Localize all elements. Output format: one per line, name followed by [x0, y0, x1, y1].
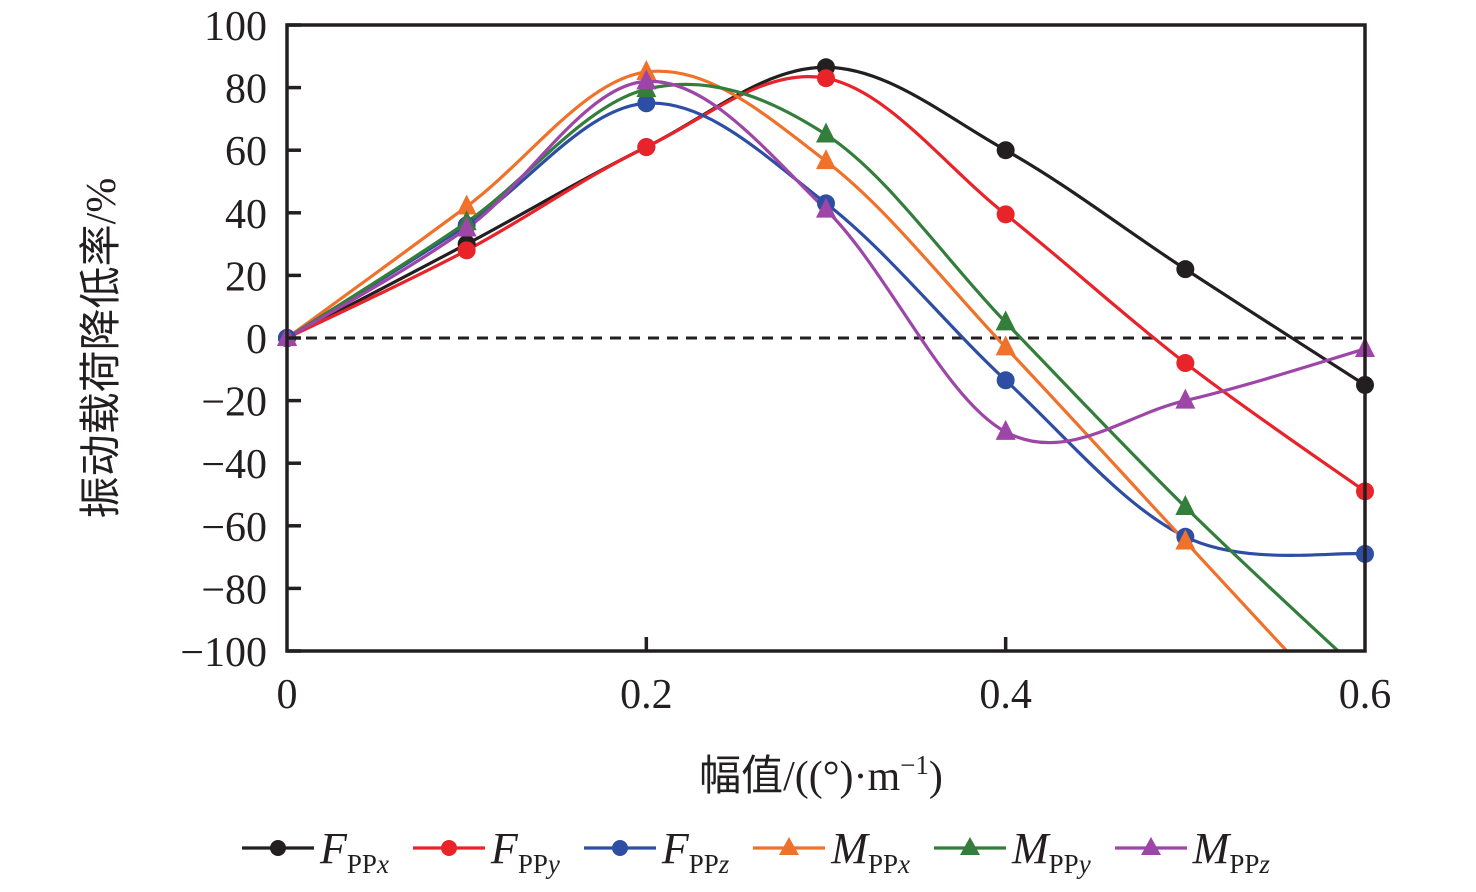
data-point-m-ppz — [816, 197, 836, 218]
x-axis-title: 幅值/((°)·m−1) — [699, 750, 943, 800]
data-point-f-ppz — [996, 371, 1015, 390]
x-axis-title-main: 幅值/((°)·m — [699, 754, 900, 800]
legend-item-f-ppx: FPPx — [240, 823, 389, 879]
data-point-f-ppy — [1176, 354, 1195, 373]
series-line-m-ppy — [287, 82, 1341, 651]
legend-label: FPPx — [320, 823, 389, 879]
y-tick-label: −100 — [180, 630, 267, 676]
y-tick-label: −40 — [201, 442, 267, 488]
y-tick-label: 80 — [225, 67, 267, 113]
data-point-m-ppy — [816, 122, 836, 143]
data-point-m-ppy — [1175, 495, 1196, 516]
legend-label: MPPz — [1192, 823, 1270, 879]
x-tick-label: 0 — [277, 672, 298, 718]
data-point-m-ppx — [456, 194, 477, 215]
legend-swatch-circle-marker-icon — [583, 840, 656, 856]
data-point-f-ppy — [817, 69, 835, 88]
x-tick-label: 0.6 — [1339, 672, 1392, 718]
data-point-m-ppx — [816, 149, 836, 170]
x-axis-title-sup: −1 — [900, 750, 929, 780]
data-point-m-ppz — [1175, 388, 1196, 409]
series-line-m-ppx — [287, 69, 1289, 651]
legend-item-m-ppz: MPPz — [1113, 823, 1270, 879]
legend-swatch-circle-marker-icon — [412, 840, 485, 856]
legend-swatch-triangle-marker-icon — [1114, 837, 1187, 855]
legend-item-f-ppz: FPPz — [582, 823, 730, 879]
legend-item-m-ppx: MPPx — [751, 823, 910, 879]
data-point-f-ppx — [996, 141, 1015, 160]
data-point-m-ppz — [995, 419, 1016, 440]
y-axis-title: 振动载荷降低率/% — [78, 178, 125, 519]
y-tick-label: 0 — [246, 317, 267, 363]
axes-layer — [285, 23, 1367, 653]
series-line-f-ppz — [287, 101, 1365, 557]
y-tick-label: 20 — [225, 254, 267, 300]
y-tick-label: 100 — [204, 4, 267, 50]
legend-item-f-ppy: FPPy — [411, 823, 560, 879]
data-point-f-ppz — [637, 94, 656, 113]
legend-item-m-ppy: MPPy — [932, 823, 1091, 879]
legend-label: MPPy — [1011, 823, 1091, 879]
x-tick-label: 0.4 — [979, 672, 1032, 718]
y-tick-label: −80 — [201, 567, 267, 613]
x-axis-title-end: ) — [929, 754, 943, 800]
legend-label: MPPx — [831, 823, 910, 879]
data-point-m-ppz — [456, 216, 477, 237]
legend-swatch-triangle-marker-icon — [933, 837, 1006, 855]
data-point-f-ppy — [637, 138, 656, 157]
y-tick-label: −60 — [201, 505, 267, 551]
legend-label: FPPz — [661, 823, 730, 879]
legend: FPPx FPPy FPPz MPPx MPPy MPPz — [240, 818, 1292, 879]
legend-label: FPPy — [490, 823, 560, 879]
legend-swatch-triangle-marker-icon — [753, 837, 826, 855]
data-point-m-ppz — [636, 69, 657, 90]
y-tick-label: −20 — [201, 380, 267, 426]
marker-layer — [277, 58, 1375, 563]
data-point-f-ppy — [996, 205, 1015, 224]
y-tick-label: 60 — [225, 129, 267, 175]
data-point-m-ppx — [995, 335, 1016, 356]
y-tick-label: 40 — [225, 192, 267, 238]
data-point-f-ppx — [1176, 260, 1195, 279]
data-point-f-ppy — [457, 241, 476, 260]
data-point-m-ppy — [995, 310, 1016, 331]
x-tick-label: 0.2 — [620, 672, 673, 718]
legend-swatch-circle-marker-icon — [242, 840, 314, 856]
data-point-m-ppx — [1175, 529, 1196, 550]
